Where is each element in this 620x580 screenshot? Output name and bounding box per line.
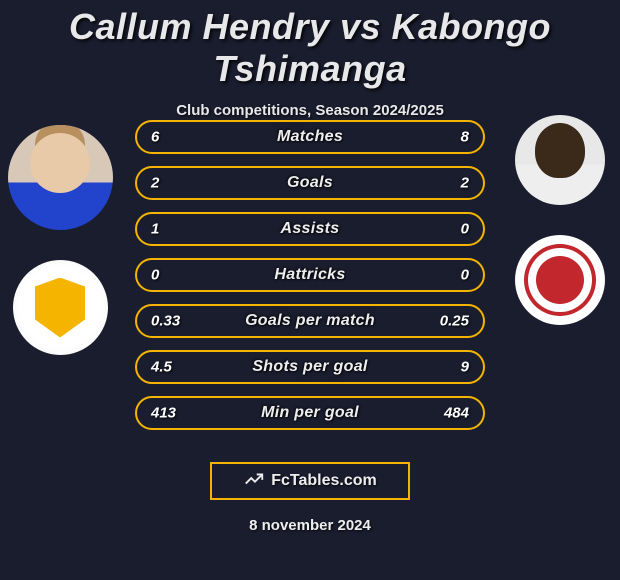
stat-value-right: 2 [461, 175, 469, 192]
stat-row: 4.5 Shots per goal 9 [135, 350, 485, 384]
stats-list: 6 Matches 8 2 Goals 2 1 Assists 0 0 Hattricks 0 0.33… [135, 120, 485, 430]
club-badge-right-icon [515, 235, 605, 325]
stat-row: 413 Min per goal 484 [135, 396, 485, 430]
stat-value-right: 8 [461, 129, 469, 146]
stat-value-left: 413 [151, 405, 176, 422]
stat-value-left: 1 [151, 221, 159, 238]
left-player-column [10, 125, 110, 355]
stat-label: Goals [287, 174, 333, 192]
branding-text: FcTables.com [271, 472, 377, 490]
stat-row: 6 Matches 8 [135, 120, 485, 154]
stat-value-right: 0.25 [440, 313, 469, 330]
stat-value-left: 0 [151, 267, 159, 284]
stat-value-left: 2 [151, 175, 159, 192]
stat-value-right: 9 [461, 359, 469, 376]
stat-label: Shots per goal [252, 358, 367, 376]
stat-value-right: 0 [461, 221, 469, 238]
page-title: Callum Hendry vs Kabongo Tshimanga [0, 0, 620, 90]
stat-label: Goals per match [245, 312, 375, 330]
stat-value-left: 6 [151, 129, 159, 146]
right-player-column [510, 115, 610, 325]
stat-row: 0 Hattricks 0 [135, 258, 485, 292]
stat-row: 0.33 Goals per match 0.25 [135, 304, 485, 338]
stat-value-left: 0.33 [151, 313, 180, 330]
stat-label: Matches [277, 128, 343, 146]
fctables-logo-icon [243, 468, 265, 495]
stat-row: 2 Goals 2 [135, 166, 485, 200]
stat-row: 1 Assists 0 [135, 212, 485, 246]
stat-label: Assists [280, 220, 339, 238]
stat-label: Min per goal [261, 404, 359, 422]
stat-value-left: 4.5 [151, 359, 172, 376]
club-badge-left-icon [13, 260, 108, 355]
stat-value-right: 484 [444, 405, 469, 422]
stat-value-right: 0 [461, 267, 469, 284]
date-caption: 8 november 2024 [0, 517, 620, 534]
player-photo-left-icon [8, 125, 113, 230]
stat-label: Hattricks [274, 266, 345, 284]
player-photo-right-icon [515, 115, 605, 205]
branding-box: FcTables.com [210, 462, 410, 500]
